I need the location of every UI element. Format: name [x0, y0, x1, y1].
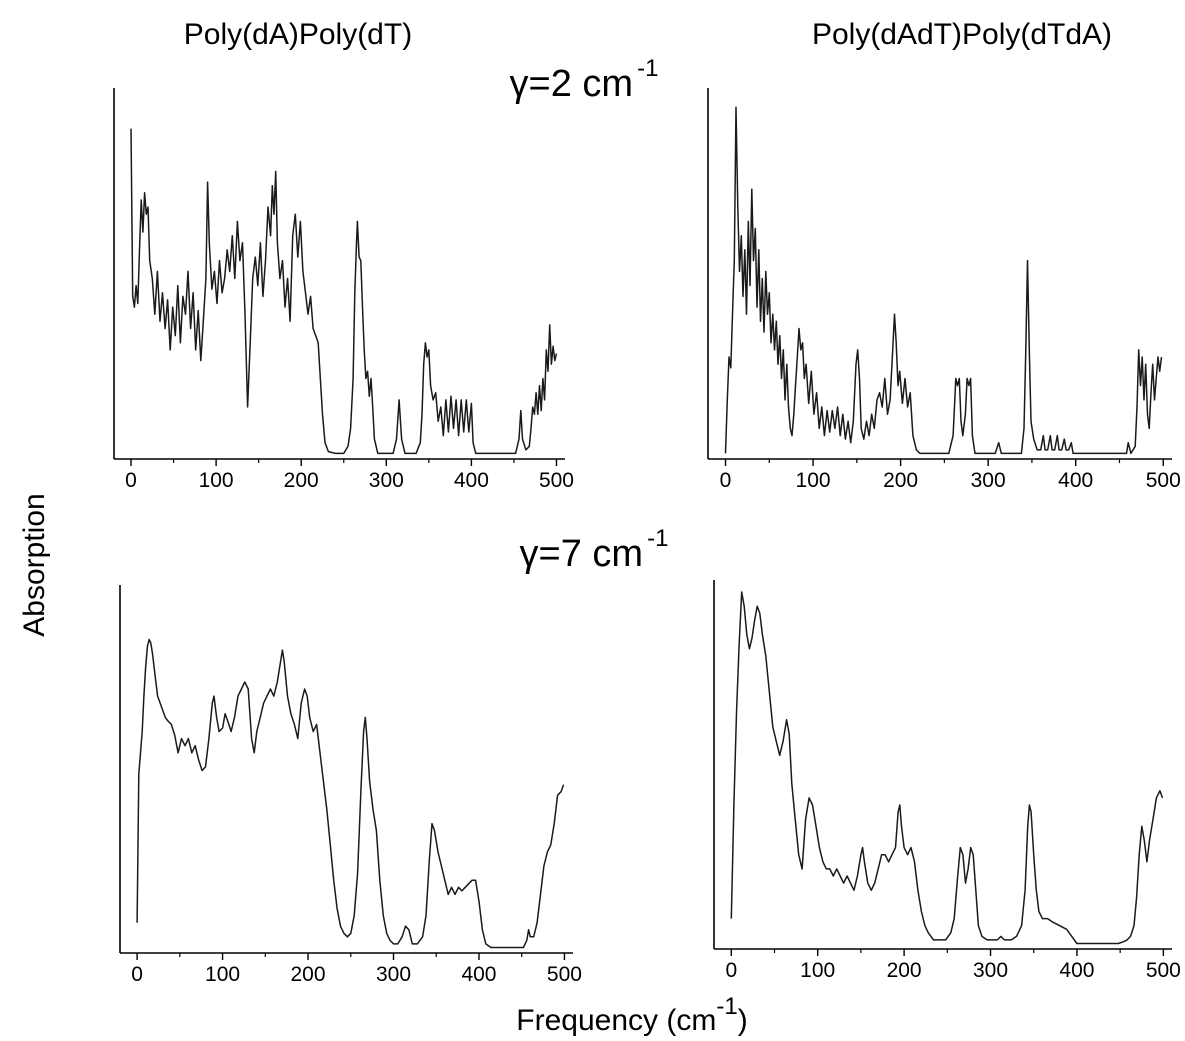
x-tick-label: 100 — [205, 963, 240, 986]
panels: 0 100 200 300 400 500 0 100 200 300 400 500 0 100 200 3… — [113, 88, 1181, 986]
series-line — [136, 638, 565, 949]
x-tick-label: 400 — [454, 469, 489, 492]
x-tick-label: 400 — [1059, 959, 1094, 982]
x-tick-label: 200 — [291, 963, 326, 986]
y-axis-title: Absorption — [18, 493, 51, 636]
series-line — [730, 591, 1164, 945]
x-tick-label: 0 — [131, 963, 143, 986]
x-tick-label: 500 — [1146, 959, 1181, 982]
x-tick-label: 500 — [539, 469, 574, 492]
x-tick-label: 300 — [369, 469, 404, 492]
x-tick-label: 100 — [796, 469, 831, 492]
panel-top-left: 0 100 200 300 400 500 — [113, 88, 574, 492]
x-tick-label: 300 — [973, 959, 1008, 982]
x-axis-title: Frequency (cm-1) — [516, 993, 747, 1036]
column-title-left: Poly(dA)Poly(dT) — [184, 18, 412, 51]
gamma-label-bottom-base: γ=7 cm — [520, 533, 644, 575]
x-tick-label: 300 — [376, 963, 411, 986]
series-line — [130, 128, 558, 455]
panel-top-right: 0 100 200 300 400 500 — [707, 88, 1181, 492]
x-tick-label: 200 — [883, 469, 918, 492]
x-tick-label: 100 — [199, 469, 234, 492]
x-tick-label: 500 — [547, 963, 582, 986]
x-tick-label: 200 — [887, 959, 922, 982]
gamma-label-top-exp: -1 — [637, 55, 658, 82]
x-tick-label: 400 — [461, 963, 496, 986]
column-title-right: Poly(dAdT)Poly(dTdA) — [812, 18, 1112, 51]
x-axis-title-exp: -1 — [716, 993, 737, 1020]
gamma-label-top-base: γ=2 cm — [510, 63, 634, 105]
x-tick-label: 0 — [720, 469, 732, 492]
x-tick-label: 500 — [1146, 469, 1181, 492]
gamma-label-top: γ=2 cm -1 — [510, 55, 659, 105]
series-line — [724, 106, 1163, 455]
x-axis-title-base: Frequency (cm — [516, 1004, 716, 1036]
x-tick-label: 400 — [1058, 469, 1093, 492]
x-tick-label: 0 — [725, 959, 737, 982]
x-tick-label: 300 — [971, 469, 1006, 492]
x-tick-label: 200 — [284, 469, 319, 492]
panel-bottom-left: 0 100 200 300 400 500 — [119, 585, 582, 986]
x-tick-label: 100 — [800, 959, 835, 982]
gamma-label-bottom-exp: -1 — [647, 525, 668, 552]
x-tick-label: 0 — [125, 469, 137, 492]
gamma-label-bottom: γ=7 cm -1 — [520, 525, 669, 575]
panel-bottom-right: 0 100 200 300 400 500 — [713, 580, 1181, 982]
x-axis-title-close: ) — [738, 1004, 748, 1036]
